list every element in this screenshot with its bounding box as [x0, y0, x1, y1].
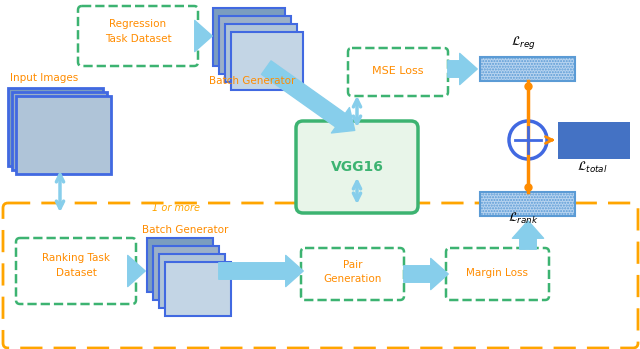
Text: Input Images: Input Images: [10, 73, 78, 83]
Text: Margin Loss: Margin Loss: [467, 268, 529, 278]
Circle shape: [509, 121, 547, 159]
Text: Ranking Task: Ranking Task: [42, 253, 110, 263]
FancyBboxPatch shape: [8, 88, 103, 166]
Text: Task Dataset: Task Dataset: [105, 34, 172, 44]
FancyBboxPatch shape: [165, 262, 231, 316]
Text: Generation: Generation: [323, 274, 381, 284]
FancyBboxPatch shape: [225, 24, 297, 82]
FancyBboxPatch shape: [213, 8, 285, 66]
FancyBboxPatch shape: [147, 238, 213, 292]
FancyBboxPatch shape: [12, 92, 107, 170]
Text: $\mathcal{L}_{rank}$: $\mathcal{L}_{rank}$: [508, 211, 539, 226]
Text: Pair: Pair: [343, 260, 362, 270]
Text: $\mathcal{L}_{reg}$: $\mathcal{L}_{reg}$: [511, 34, 536, 51]
FancyBboxPatch shape: [480, 192, 575, 216]
Text: Regression: Regression: [109, 19, 166, 29]
FancyBboxPatch shape: [296, 121, 418, 213]
FancyBboxPatch shape: [558, 122, 630, 159]
Text: Batch Generator: Batch Generator: [142, 225, 228, 235]
FancyBboxPatch shape: [16, 96, 111, 174]
FancyBboxPatch shape: [219, 16, 291, 74]
Text: Dataset: Dataset: [56, 268, 97, 278]
Text: VGG16: VGG16: [331, 160, 383, 174]
FancyBboxPatch shape: [159, 254, 225, 308]
Text: MSE Loss: MSE Loss: [372, 66, 424, 76]
FancyBboxPatch shape: [153, 246, 219, 300]
Text: 1 or more: 1 or more: [152, 203, 200, 213]
Text: $\mathcal{L}_{total}$: $\mathcal{L}_{total}$: [577, 160, 607, 175]
Text: Batch Generator: Batch Generator: [209, 76, 295, 86]
FancyBboxPatch shape: [231, 32, 303, 90]
FancyBboxPatch shape: [480, 57, 575, 81]
